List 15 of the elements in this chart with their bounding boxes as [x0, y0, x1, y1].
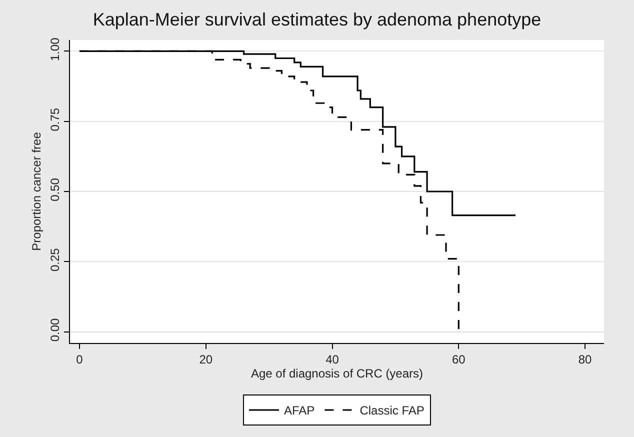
- x-axis-title: Age of diagnosis of CRC (years): [250, 366, 424, 380]
- x-tick-label: 0: [76, 352, 84, 366]
- x-tick-label: 80: [578, 352, 592, 366]
- legend-label: AFAP: [284, 404, 315, 418]
- y-tick-label: 1.00: [48, 37, 62, 62]
- y-tick-label: 0.75: [48, 108, 62, 132]
- x-tick-label: 40: [326, 352, 340, 366]
- y-tick-label: 0.00: [48, 318, 62, 342]
- y-tick-label: 0.50: [48, 178, 62, 202]
- x-tick-label: 60: [452, 352, 466, 366]
- chart-title: Kaplan-Meier survival estimates by adenoma phenotype: [92, 10, 542, 30]
- x-tick-label: 20: [199, 352, 213, 366]
- legend-label: Classic FAP: [360, 404, 424, 418]
- y-tick-label: 0.25: [48, 248, 62, 272]
- y-axis-title: Proportion cancer free: [30, 132, 44, 251]
